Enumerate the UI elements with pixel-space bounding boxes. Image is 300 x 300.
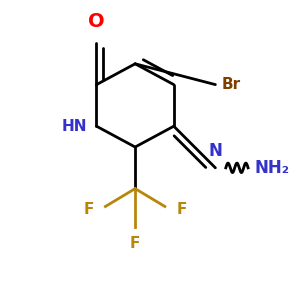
Text: F: F [83,202,94,217]
Text: HN: HN [62,119,88,134]
Text: F: F [177,202,187,217]
Text: NH₂: NH₂ [254,159,289,177]
Text: Br: Br [221,77,241,92]
Text: O: O [88,12,105,31]
Text: N: N [208,142,222,160]
Text: F: F [130,236,140,251]
